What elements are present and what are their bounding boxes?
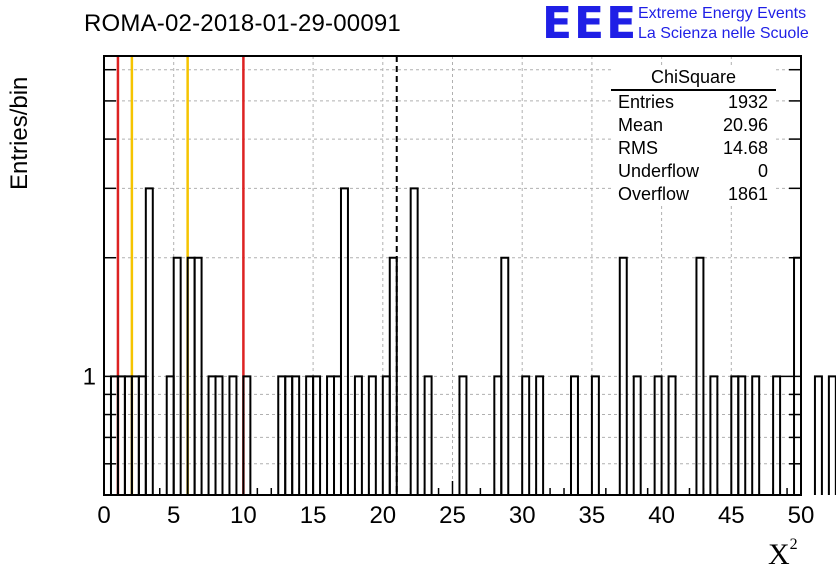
x-tick-label: 5 xyxy=(167,502,180,529)
histogram-bar xyxy=(500,256,510,495)
histogram-bar xyxy=(214,375,224,495)
histogram-bar xyxy=(632,375,642,495)
x-tick-label: 40 xyxy=(648,502,675,529)
histogram-bar xyxy=(228,375,238,495)
histogram-bar xyxy=(827,375,836,495)
histogram-bar xyxy=(667,375,677,495)
histogram-bar xyxy=(291,375,301,495)
histogram-bar xyxy=(339,187,349,495)
plot-frame xyxy=(103,55,802,496)
x-tick-label: 35 xyxy=(579,502,606,529)
stats-label: Entries xyxy=(618,92,675,112)
x-tick-label: 50 xyxy=(788,502,815,529)
histogram-bar xyxy=(751,375,761,495)
stats-value: 1861 xyxy=(727,184,768,204)
stats-box: ChiSquare Entries 1932 Mean 20.96 RMS 14.68… xyxy=(611,66,776,206)
x-axis-label: X2 xyxy=(768,536,798,572)
stats-row-underflow: Underflow 0 xyxy=(611,160,776,183)
histogram-bar xyxy=(458,375,468,495)
stats-value: 20.96 xyxy=(722,115,768,135)
histogram-bar xyxy=(172,256,182,495)
histogram-bar xyxy=(312,375,322,495)
x-tick-label: 20 xyxy=(369,502,396,529)
x-tick-label: 45 xyxy=(718,502,745,529)
x-tick-label: 10 xyxy=(230,502,257,529)
histogram-bar xyxy=(353,375,363,495)
x-axis-label-base: X xyxy=(768,538,790,571)
histogram-bar xyxy=(242,375,252,495)
histogram-bar xyxy=(569,375,579,495)
histogram-bar xyxy=(618,256,628,495)
eee-logo: EEE xyxy=(542,0,639,49)
stats-row-mean: Mean 20.96 xyxy=(611,114,776,137)
histogram-bar xyxy=(423,375,433,495)
tick-labels: 0 5 10 15 20 25 30 35 40 45 50 1 xyxy=(83,363,815,529)
logo-subtitle-line1: Extreme Energy Events xyxy=(638,5,807,22)
x-axis-label-superscript: 2 xyxy=(789,536,798,553)
histogram-bar xyxy=(535,375,545,495)
histogram-bar xyxy=(813,375,823,495)
x-tick-label: 25 xyxy=(439,502,466,529)
stats-label: Overflow xyxy=(618,184,690,204)
chart-title: ROMA-02-2018-01-29-00091 xyxy=(84,10,401,37)
histogram-bars xyxy=(109,187,836,495)
histogram-bar xyxy=(772,375,782,495)
histogram-bar xyxy=(590,375,600,495)
y-axis-label: Entries/bin xyxy=(6,76,33,190)
histogram-bar xyxy=(388,256,398,495)
x-tick-label: 15 xyxy=(300,502,327,529)
stats-value: 1932 xyxy=(727,92,768,112)
x-tick-label: 0 xyxy=(97,502,110,529)
stats-row-overflow: Overflow 1861 xyxy=(611,183,776,206)
stats-row-rms: RMS 14.68 xyxy=(611,137,776,160)
y-tick-label: 1 xyxy=(83,363,96,390)
histogram-bar xyxy=(709,375,719,495)
stats-title: ChiSquare xyxy=(611,66,776,91)
histogram-bar xyxy=(193,256,203,495)
logo-subtitle-line2: La Scienza nelle Scuole xyxy=(638,25,809,42)
stats-value: 0 xyxy=(757,161,768,181)
stats-row-entries: Entries 1932 xyxy=(611,91,776,114)
histogram-bar xyxy=(367,375,377,495)
histogram-bar xyxy=(409,187,419,495)
histogram-bar xyxy=(144,187,154,495)
stats-label: RMS xyxy=(618,138,658,158)
histogram-bar xyxy=(737,375,747,495)
histogram-bar xyxy=(653,375,663,495)
x-tick-label: 30 xyxy=(509,502,536,529)
histogram-bar xyxy=(695,256,705,495)
stats-label: Mean xyxy=(618,115,664,135)
histogram-bar xyxy=(521,375,531,495)
stats-label: Underflow xyxy=(618,161,700,181)
stats-value: 14.68 xyxy=(722,138,768,158)
